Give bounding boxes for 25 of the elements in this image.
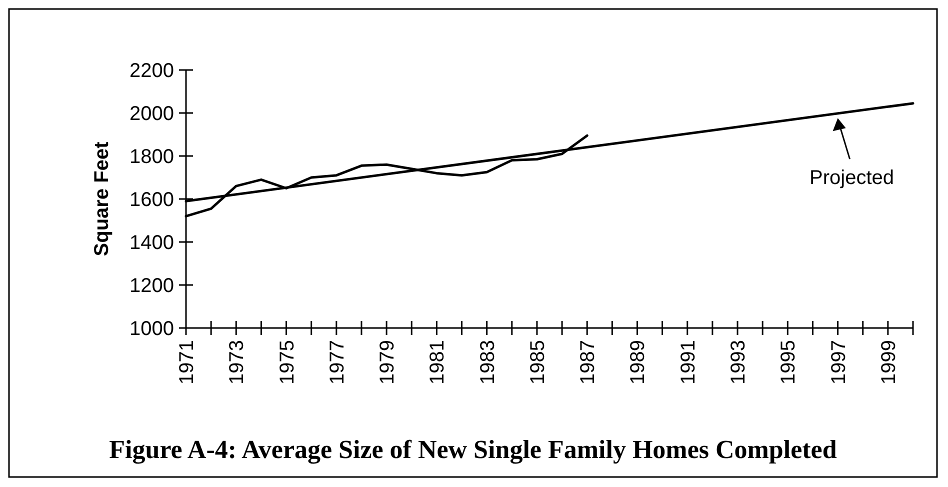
- x-tick-label: 1987: [577, 340, 600, 384]
- x-tick-label: 1973: [226, 340, 248, 384]
- text: Figure A-4: Average Size of New Single Family Homes Completed: [109, 435, 838, 464]
- x-tick-label: 1979: [376, 340, 399, 384]
- x-tick-label: 1975: [276, 340, 298, 384]
- x-tick-label: 1993: [728, 340, 750, 384]
- x-tick-label: 1981: [426, 340, 449, 384]
- x-tick-label: 1997: [828, 340, 850, 384]
- x-tick-label: 1995: [778, 340, 800, 384]
- y-tick-label: 1200: [130, 275, 174, 297]
- y-tick-label: 2000: [130, 103, 174, 125]
- y-tick-label: 1600: [130, 189, 174, 211]
- y-tick-label: 2200: [130, 60, 174, 82]
- y-tick-label: 1800: [130, 146, 174, 168]
- y-tick-label: 1400: [130, 232, 174, 254]
- x-tick-label: 1985: [526, 340, 549, 384]
- x-tick-label: 1989: [627, 340, 650, 384]
- x-tick-label: 1999: [878, 340, 900, 384]
- x-tick-label: 1971: [176, 340, 198, 384]
- annotation: Projected: [810, 167, 894, 190]
- x-tick-label: 1977: [326, 340, 348, 384]
- x-tick-label: 1991: [677, 340, 700, 384]
- x-tick-label: 1983: [476, 340, 499, 384]
- y-tick-label: 1000: [130, 318, 174, 340]
- y-axis-title: Square Feet: [91, 141, 113, 256]
